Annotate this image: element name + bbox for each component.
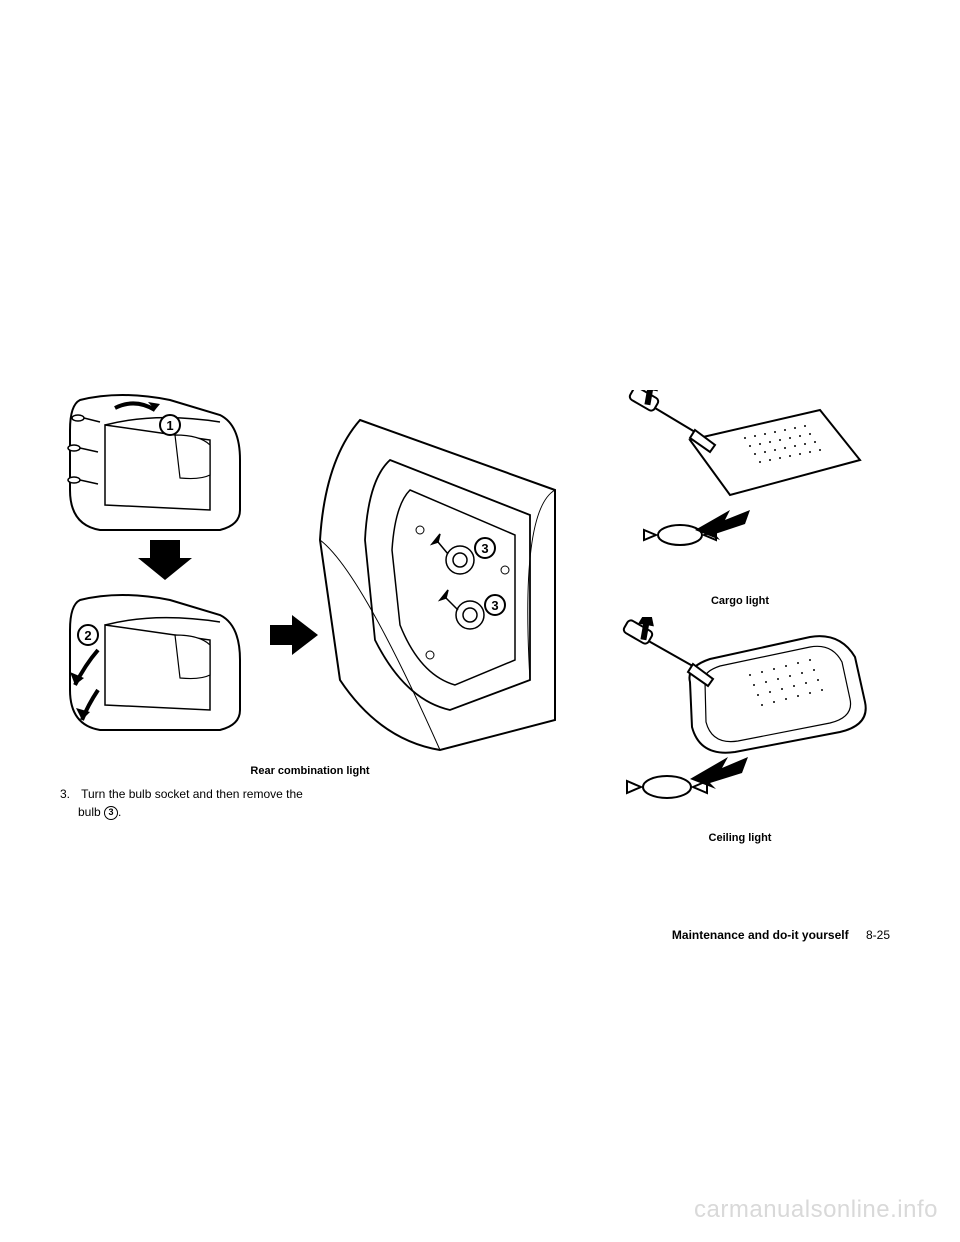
cargo-light-caption: Cargo light [580, 595, 900, 607]
step-number: 3. [60, 785, 78, 803]
svg-text:3: 3 [491, 598, 498, 613]
subfigure-bottom: 2 [70, 595, 240, 730]
svg-text:1: 1 [166, 418, 173, 433]
footer-section: Maintenance and do-it yourself [672, 928, 849, 942]
rear-combination-caption: Rear combination light [60, 765, 560, 777]
content-row: 1 [60, 390, 900, 844]
subfigure-detail: 3 3 [320, 420, 555, 750]
step-period: . [118, 805, 121, 819]
step-text-line2: bulb [78, 805, 101, 819]
manual-page: 1 [0, 0, 960, 1242]
right-column: Cargo light [580, 390, 900, 844]
ceiling-light-figure [580, 617, 880, 827]
step-3: 3. Turn the bulb socket and then remove … [60, 785, 560, 821]
svg-text:2: 2 [84, 628, 91, 643]
step-text-line1: Turn the bulb socket and then remove the [81, 787, 303, 801]
down-arrow-icon [138, 540, 192, 580]
watermark-text: carmanualsonline.info [694, 1196, 938, 1224]
cargo-light-figure [580, 390, 880, 590]
subfigure-top: 1 [68, 395, 240, 530]
ceiling-light-caption: Ceiling light [580, 832, 900, 844]
svg-text:3: 3 [481, 541, 488, 556]
rear-combination-light-figure: 1 [60, 390, 560, 760]
left-column: 1 [60, 390, 560, 844]
step-callout-3: 3 [104, 806, 118, 820]
page-footer: Maintenance and do-it yourself 8-25 [672, 928, 890, 942]
footer-page-number: 8-25 [866, 928, 890, 942]
right-arrow-icon [270, 615, 318, 655]
